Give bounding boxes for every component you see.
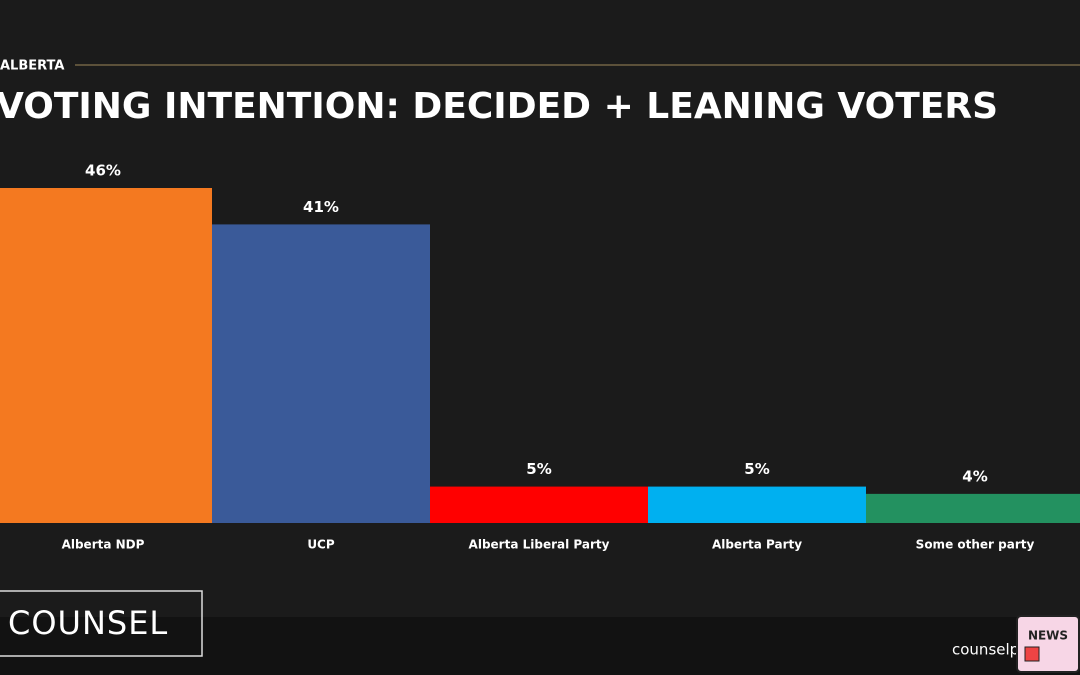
x-tick-label: UCP bbox=[307, 538, 335, 552]
bar bbox=[866, 493, 1080, 523]
badge-text: NEWS bbox=[1028, 629, 1068, 643]
website: counselp bbox=[952, 641, 1019, 659]
value-label: 5% bbox=[744, 460, 769, 478]
footer-band bbox=[0, 617, 1080, 675]
bar bbox=[430, 486, 648, 523]
region-label: ALBERTA bbox=[0, 59, 64, 74]
bar bbox=[648, 486, 866, 523]
bar bbox=[0, 188, 212, 523]
brand-box bbox=[0, 590, 203, 657]
badge-frame bbox=[1016, 615, 1080, 673]
value-label: 4% bbox=[962, 467, 987, 485]
news-badge: NEWS bbox=[1016, 615, 1080, 673]
x-tick-label: Alberta Liberal Party bbox=[469, 538, 610, 552]
brand: COUNSEL bbox=[8, 604, 168, 642]
value-label: 46% bbox=[85, 162, 121, 180]
bar bbox=[212, 224, 430, 524]
x-tick-label: Alberta NDP bbox=[62, 538, 145, 552]
x-tick-label: Alberta Party bbox=[712, 538, 802, 552]
badge-icon bbox=[1024, 646, 1040, 662]
value-label: 5% bbox=[526, 460, 551, 478]
x-tick-label: Some other party bbox=[916, 538, 1035, 552]
chart-title: VOTING INTENTION: DECIDED + LEANING VOTE… bbox=[0, 86, 998, 127]
value-label: 41% bbox=[303, 198, 339, 216]
